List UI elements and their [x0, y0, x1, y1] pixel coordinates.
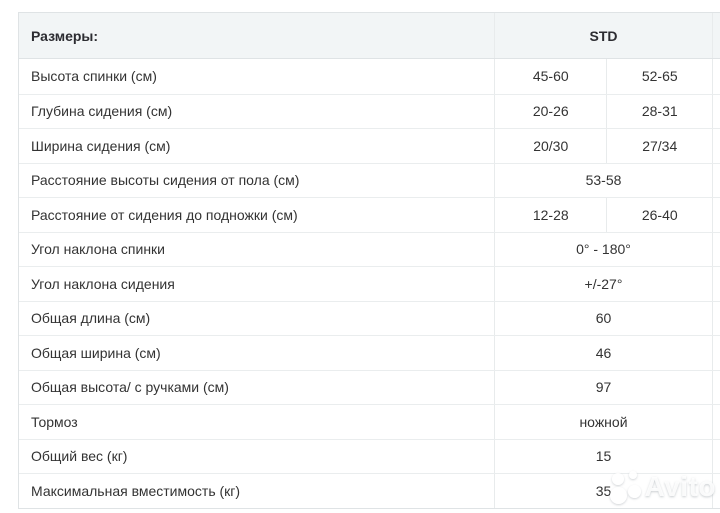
- row-values: ножной: [494, 405, 712, 439]
- row-label: Угол наклона спинки: [31, 241, 165, 258]
- row-values: 20/30 27/34: [494, 129, 712, 163]
- row-value: ножной: [579, 413, 628, 430]
- table-row: Ширина сидения (см) 20/30 27/34: [19, 128, 720, 163]
- row-label: Расстояние высоты сидения от пола (см): [31, 172, 300, 189]
- row-label: Расстояние от сидения до подножки (см): [31, 206, 298, 223]
- row-values: 0° - 180°: [494, 232, 712, 266]
- row-label: Общая длина (см): [31, 310, 151, 327]
- row-values: 53-58: [494, 163, 712, 197]
- table-header-row: Размеры: STD: [19, 13, 720, 59]
- row-extra-cell: [712, 474, 720, 508]
- row-values: +/-27°: [494, 267, 712, 301]
- table-header-std-column: STD: [494, 13, 712, 58]
- row-value: 35: [595, 482, 612, 499]
- row-extra-cell: [712, 59, 720, 94]
- row-label: Ширина сидения (см): [31, 137, 171, 154]
- row-values: 20-26 28-31: [494, 94, 712, 128]
- table-row: Угол наклона сидения +/-27°: [19, 266, 720, 301]
- row-label: Общий вес (кг): [31, 448, 128, 465]
- table-header-extra-cell: [712, 13, 720, 58]
- row-extra-cell: [712, 301, 720, 335]
- row-extra-cell: [712, 129, 720, 163]
- row-values: 46: [494, 336, 712, 370]
- row-values: 12-28 26-40: [494, 198, 712, 232]
- row-label: Высота спинки (см): [31, 68, 157, 85]
- row-values: 60: [494, 301, 712, 335]
- row-extra-cell: [712, 267, 720, 301]
- table-row: Общая ширина (см) 46: [19, 335, 720, 370]
- row-value: 28-31: [606, 94, 712, 128]
- row-value: 20/30: [533, 137, 569, 154]
- row-extra-cell: [712, 370, 720, 404]
- row-extra-cell: [712, 439, 720, 473]
- row-value: 27/34: [606, 129, 712, 163]
- table-row: Тормоз ножной: [19, 404, 720, 439]
- row-extra-cell: [712, 336, 720, 370]
- row-value: 0° - 180°: [576, 241, 631, 258]
- row-label: Глубина сидения (см): [31, 103, 173, 120]
- row-label: Угол наклона сидения: [31, 275, 175, 292]
- specifications-table: Размеры: STD Высота спинки (см) 45-60 52-…: [18, 12, 720, 509]
- table-row: Глубина сидения (см) 20-26 28-31: [19, 93, 720, 128]
- table-row: Общий вес (кг) 15: [19, 438, 720, 473]
- row-values: 35: [494, 474, 712, 508]
- row-values: 15: [494, 439, 712, 473]
- row-extra-cell: [712, 405, 720, 439]
- table-body: Высота спинки (см) 45-60 52-65 Глубина си…: [19, 59, 720, 508]
- row-value: 15: [595, 448, 612, 465]
- row-value: +/-27°: [584, 275, 623, 292]
- row-extra-cell: [712, 198, 720, 232]
- row-label: Тормоз: [31, 413, 78, 430]
- row-value: 46: [595, 344, 612, 361]
- row-label: Общая высота/ с ручками (см): [31, 379, 229, 396]
- row-values: 97: [494, 370, 712, 404]
- table-row: Расстояние от сидения до подножки (см) 1…: [19, 197, 720, 232]
- row-value: 52-65: [606, 59, 712, 94]
- row-label: Максимальная вместимость (кг): [31, 482, 241, 499]
- row-value: 26-40: [606, 198, 712, 232]
- row-extra-cell: [712, 232, 720, 266]
- table-row: Высота спинки (см) 45-60 52-65: [19, 59, 720, 94]
- table-row: Угол наклона спинки 0° - 180°: [19, 231, 720, 266]
- row-extra-cell: [712, 163, 720, 197]
- row-value: 20-26: [532, 103, 569, 120]
- table-row: Расстояние высоты сидения от пола (см) 5…: [19, 162, 720, 197]
- table-row: Максимальная вместимость (кг) 35: [19, 473, 720, 508]
- row-value: 60: [595, 310, 612, 327]
- row-label: Общая ширина (см): [31, 344, 161, 361]
- row-value: 12-28: [532, 206, 569, 223]
- table-row: Общая длина (см) 60: [19, 300, 720, 335]
- row-value: 45-60: [532, 68, 569, 85]
- row-values: 45-60 52-65: [494, 59, 712, 94]
- row-value: 53-58: [585, 172, 622, 189]
- row-extra-cell: [712, 94, 720, 128]
- row-value: 97: [595, 379, 612, 396]
- table-row: Общая высота/ с ручками (см) 97: [19, 369, 720, 404]
- table-header-title: Размеры:: [31, 27, 99, 44]
